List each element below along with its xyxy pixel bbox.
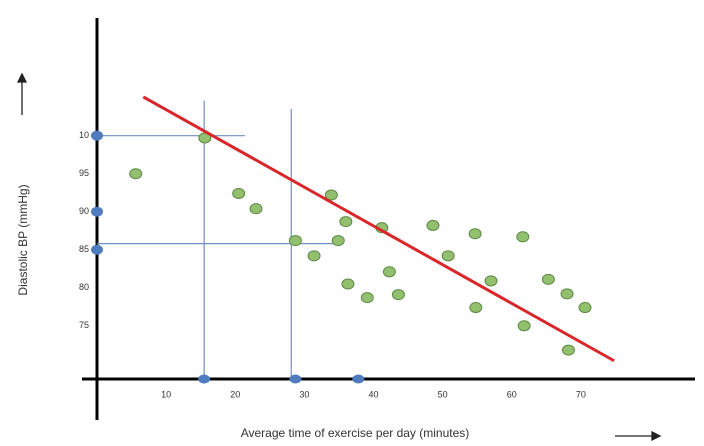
data-point — [560, 288, 574, 300]
x-tick-label: 70 — [576, 389, 586, 399]
trend-line — [142, 95, 615, 363]
data-point — [484, 275, 498, 287]
data-point — [561, 344, 575, 356]
y-tick-label: 80 — [79, 282, 89, 292]
data-point — [324, 189, 338, 201]
data-point — [578, 302, 592, 314]
x-tick-label: 40 — [368, 389, 378, 399]
y-tick-label: 85 — [79, 244, 89, 254]
axis-point — [198, 374, 211, 384]
y-axis-label: Diastolic BP (mmHg) — [16, 184, 30, 295]
data-point — [129, 168, 143, 180]
data-point — [516, 231, 530, 243]
data-point — [382, 266, 396, 278]
axis-point — [91, 244, 103, 255]
data-point — [307, 250, 321, 262]
data-point — [391, 289, 405, 301]
x-tick-label: 20 — [230, 389, 240, 399]
x-tick-label: 50 — [438, 389, 448, 399]
axis-point — [289, 374, 302, 384]
x-arrow — [615, 430, 662, 442]
data-point — [249, 203, 263, 215]
data-point — [469, 302, 483, 314]
data-point — [331, 235, 345, 247]
data-point — [339, 216, 353, 228]
x-tick-label: 60 — [507, 389, 517, 399]
y-tick-label: 95 — [79, 168, 89, 178]
data-point — [288, 235, 302, 247]
y-tick-label: 75 — [79, 320, 89, 330]
axis-point — [352, 374, 365, 384]
data-point — [232, 187, 246, 199]
data-point — [468, 228, 482, 240]
x-tick-label: 30 — [299, 389, 309, 399]
data-point — [426, 219, 440, 231]
axis-point — [91, 206, 103, 217]
data-point — [517, 320, 531, 332]
data-point — [541, 273, 555, 285]
y-tick-label: 10 — [79, 130, 89, 140]
x-axis-label: Average time of exercise per day (minute… — [241, 426, 470, 440]
data-point — [441, 250, 455, 262]
data-point — [341, 278, 355, 290]
y-tick-label: 90 — [79, 206, 89, 216]
x-tick-label: 10 — [161, 389, 171, 399]
y-arrow — [16, 72, 28, 115]
data-point — [360, 292, 374, 304]
axis-point — [91, 130, 103, 141]
